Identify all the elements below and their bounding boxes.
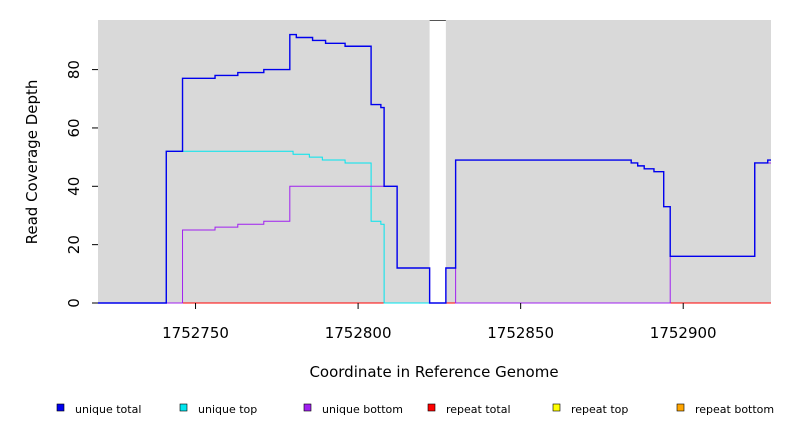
y-tick-label-20: 20: [65, 235, 83, 254]
x-axis-title: Coordinate in Reference Genome: [309, 363, 558, 381]
legend-label-repeat-total: repeat total: [446, 403, 511, 416]
x-tick-label-1752850: 1752850: [487, 324, 554, 342]
y-axis-title: Read Coverage Depth: [23, 80, 41, 245]
legend-label-repeat-top: repeat top: [571, 403, 628, 416]
legend-swatch-repeat-top: [552, 403, 561, 412]
y-tick-label-40: 40: [65, 177, 83, 196]
legend-item-repeat-bottom: repeat bottom: [676, 403, 774, 416]
series-line-unique-total: [98, 33, 771, 304]
legend-swatch-unique-top: [179, 403, 188, 412]
legend-label-unique-total: unique total: [75, 403, 141, 416]
x-tick-label-1752900: 1752900: [650, 324, 717, 342]
axes: 1752750 1752800 1752850 1752900 0 20 40 60 80: [65, 60, 717, 342]
plot-background: [98, 20, 771, 303]
legend-swatch-unique-bottom: [303, 403, 312, 412]
legend-item-unique-top: unique top: [179, 403, 257, 416]
legend-swatch-repeat-total: [427, 403, 436, 412]
legend-label-repeat-bottom: repeat bottom: [695, 403, 774, 416]
legend-item-repeat-total: repeat total: [427, 403, 511, 416]
y-tick-label-80: 80: [65, 60, 83, 79]
series-line-unique-top: [98, 150, 430, 304]
plot-panel-1: [98, 20, 430, 303]
legend-swatch-repeat-bottom: [676, 403, 685, 412]
x-tick-label-1752800: 1752800: [325, 324, 392, 342]
x-tick-label-1752750: 1752750: [162, 324, 229, 342]
y-tick-label-60: 60: [65, 118, 83, 137]
legend-item-unique-bottom: unique bottom: [303, 403, 403, 416]
legend-item-unique-total: unique total: [56, 403, 141, 416]
plot-panel-2: [445, 20, 771, 303]
legend-label-unique-bottom: unique bottom: [322, 403, 403, 416]
legend: unique total unique top unique bottom repea…: [56, 403, 774, 416]
legend-label-unique-top: unique top: [198, 403, 257, 416]
legend-swatch-unique-total: [56, 403, 65, 412]
legend-item-repeat-top: repeat top: [552, 403, 628, 416]
series-layer: [98, 33, 771, 304]
y-tick-label-0: 0: [65, 298, 83, 308]
